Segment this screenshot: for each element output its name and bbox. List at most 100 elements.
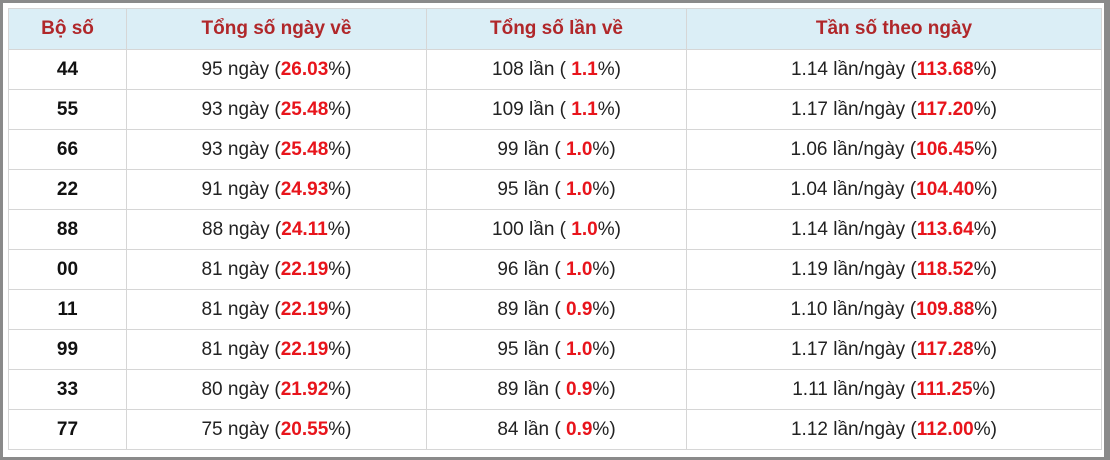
cell-text: %): [973, 258, 997, 280]
cell-text: 1.14 lần/ngày (: [790, 58, 917, 80]
number-cell: 33: [8, 369, 127, 410]
cell-text: %): [592, 178, 616, 200]
cell-text: 95 ngày (: [201, 58, 281, 80]
cell-text: %): [973, 418, 997, 440]
cell-text: %): [328, 418, 352, 440]
header-cell: Tổng số lần về: [426, 8, 687, 50]
table-body: 44 95 ngày (26.03%) 108 lần ( 1.1%) 1.14 lầ…: [8, 49, 1102, 450]
stat-cell: 1.19 lần/ngày (118.52%): [686, 249, 1102, 290]
cell-text: 89 lần (: [497, 298, 566, 320]
stat-cell: 80 ngày (21.92%): [126, 369, 427, 410]
stat-cell: 1.10 lần/ngày (109.88%): [686, 289, 1102, 330]
number-cell: 44: [8, 49, 127, 90]
percent-value: 106.45: [916, 138, 975, 160]
frequency-table: Bộ số Tổng số ngày về Tổng số lần về Tần số…: [8, 8, 1102, 450]
percent-value: 117.28: [916, 338, 974, 360]
cell-text: 1.11 lần/ngày (: [792, 378, 917, 400]
stat-cell: 93 ngày (25.48%): [126, 89, 427, 130]
number-cell: 22: [8, 169, 127, 210]
cell-text: %): [592, 258, 616, 280]
cell-text: 108 lần (: [492, 58, 572, 80]
cell-text: %): [597, 98, 621, 120]
stat-cell: 108 lần ( 1.1%): [426, 49, 687, 90]
cell-text: %): [328, 138, 352, 160]
cell-text: %): [974, 178, 998, 200]
percent-value: 0.9: [566, 298, 593, 320]
cell-text: %): [328, 298, 352, 320]
header-cell: Tần số theo ngày: [686, 8, 1102, 50]
cell-text: 91 ngày (: [201, 178, 281, 200]
percent-value: 117.20: [916, 98, 974, 120]
number-cell: 99: [8, 329, 127, 370]
table-row: 44 95 ngày (26.03%) 108 lần ( 1.1%) 1.14 lầ…: [8, 49, 1102, 90]
stat-cell: 1.17 lần/ngày (117.20%): [686, 89, 1102, 130]
percent-value: 112.00: [916, 418, 974, 440]
percent-value: 0.9: [566, 418, 593, 440]
number-cell: 00: [8, 249, 127, 290]
table-row: 00 81 ngày (22.19%) 96 lần ( 1.0%) 1.19 lần…: [8, 249, 1102, 290]
stat-cell: 89 lần ( 0.9%): [426, 289, 687, 330]
percent-value: 25.48: [280, 98, 329, 120]
cell-text: %): [328, 258, 352, 280]
cell-text: %): [592, 338, 616, 360]
cell-text: %): [973, 338, 997, 360]
cell-text: %): [972, 378, 996, 400]
percent-value: 1.0: [566, 178, 593, 200]
cell-text: 75 ngày (: [201, 418, 281, 440]
header-row: Bộ số Tổng số ngày về Tổng số lần về Tần số…: [8, 8, 1102, 50]
stat-cell: 93 ngày (25.48%): [126, 129, 427, 170]
percent-value: 104.40: [916, 178, 975, 200]
percent-value: 22.19: [280, 338, 329, 360]
percent-value: 0.9: [566, 378, 593, 400]
table-row: 88 88 ngày (24.11%) 100 lần ( 1.0%) 1.14 lầ…: [8, 209, 1102, 250]
cell-text: 89 lần (: [497, 378, 566, 400]
stat-cell: 81 ngày (22.19%): [126, 289, 427, 330]
stat-cell: 88 ngày (24.11%): [126, 209, 427, 250]
percent-value: 24.93: [280, 178, 329, 200]
percent-value: 118.52: [916, 258, 974, 280]
percent-value: 25.48: [280, 138, 329, 160]
cell-text: %): [973, 218, 997, 240]
table-row: 33 80 ngày (21.92%) 89 lần ( 0.9%) 1.11 lần…: [8, 369, 1102, 410]
cell-text: 1.06 lần/ngày (: [790, 138, 917, 160]
cell-text: %): [327, 218, 351, 240]
number-cell: 88: [8, 209, 127, 250]
cell-text: %): [597, 218, 621, 240]
cell-text: 88 ngày (: [202, 218, 282, 240]
cell-text: 1.19 lần/ngày (: [790, 258, 917, 280]
percent-value: 1.1: [571, 58, 598, 80]
stat-cell: 1.06 lần/ngày (106.45%): [686, 129, 1102, 170]
cell-text: 81 ngày (: [201, 258, 281, 280]
percent-value: 26.03: [280, 58, 329, 80]
cell-text: %): [592, 418, 616, 440]
stat-cell: 95 lần ( 1.0%): [426, 169, 687, 210]
cell-text: %): [328, 58, 352, 80]
header-cell: Tổng số ngày về: [126, 8, 427, 50]
percent-value: 113.68: [916, 58, 974, 80]
table-row: 22 91 ngày (24.93%) 95 lần ( 1.0%) 1.04 lần…: [8, 169, 1102, 210]
stat-cell: 1.04 lần/ngày (104.40%): [686, 169, 1102, 210]
percent-value: 22.19: [280, 298, 329, 320]
header-cell: Bộ số: [8, 8, 127, 50]
stat-cell: 1.17 lần/ngày (117.28%): [686, 329, 1102, 370]
stat-cell: 1.11 lần/ngày (111.25%): [686, 369, 1102, 410]
cell-text: %): [328, 338, 352, 360]
stat-cell: 99 lần ( 1.0%): [426, 129, 687, 170]
cell-text: 1.04 lần/ngày (: [790, 178, 917, 200]
number-cell: 11: [8, 289, 127, 330]
cell-text: 84 lần (: [497, 418, 566, 440]
percent-value: 109.88: [916, 298, 975, 320]
percent-value: 111.25: [916, 378, 973, 400]
cell-text: %): [328, 378, 352, 400]
percent-value: 22.19: [280, 258, 329, 280]
stat-cell: 75 ngày (20.55%): [126, 409, 427, 450]
percent-value: 1.0: [566, 258, 593, 280]
cell-text: 96 lần (: [497, 258, 566, 280]
cell-text: 99 lần (: [497, 138, 566, 160]
cell-text: 1.12 lần/ngày (: [790, 418, 917, 440]
stat-cell: 91 ngày (24.93%): [126, 169, 427, 210]
cell-text: 1.17 lần/ngày (: [790, 98, 917, 120]
percent-value: 1.0: [571, 218, 598, 240]
stat-cell: 81 ngày (22.19%): [126, 329, 427, 370]
